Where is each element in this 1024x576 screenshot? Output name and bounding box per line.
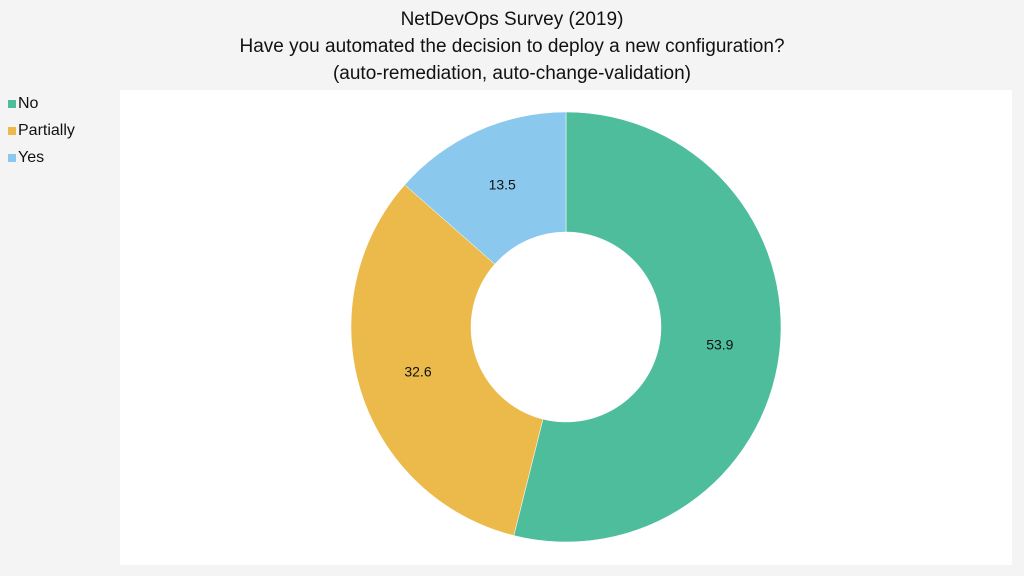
data-label: 53.9 (706, 337, 733, 353)
chart-title: Have you automated the decision to deplo… (239, 36, 784, 57)
legend-swatch (8, 100, 16, 108)
chart-title: (auto-remediation, auto-change-validatio… (333, 63, 691, 84)
data-label: 32.6 (404, 364, 431, 380)
legend-label: No (18, 95, 39, 112)
legend-label: Yes (18, 149, 44, 166)
donut-slice (404, 111, 567, 265)
donut-slice (513, 111, 782, 543)
legend-label: Partially (18, 122, 75, 139)
chart-title: NetDevOps Survey (2019) (401, 9, 624, 30)
donut-slice (350, 184, 544, 536)
legend-swatch (8, 154, 16, 162)
data-label: 13.5 (489, 176, 516, 192)
legend-swatch (8, 127, 16, 135)
